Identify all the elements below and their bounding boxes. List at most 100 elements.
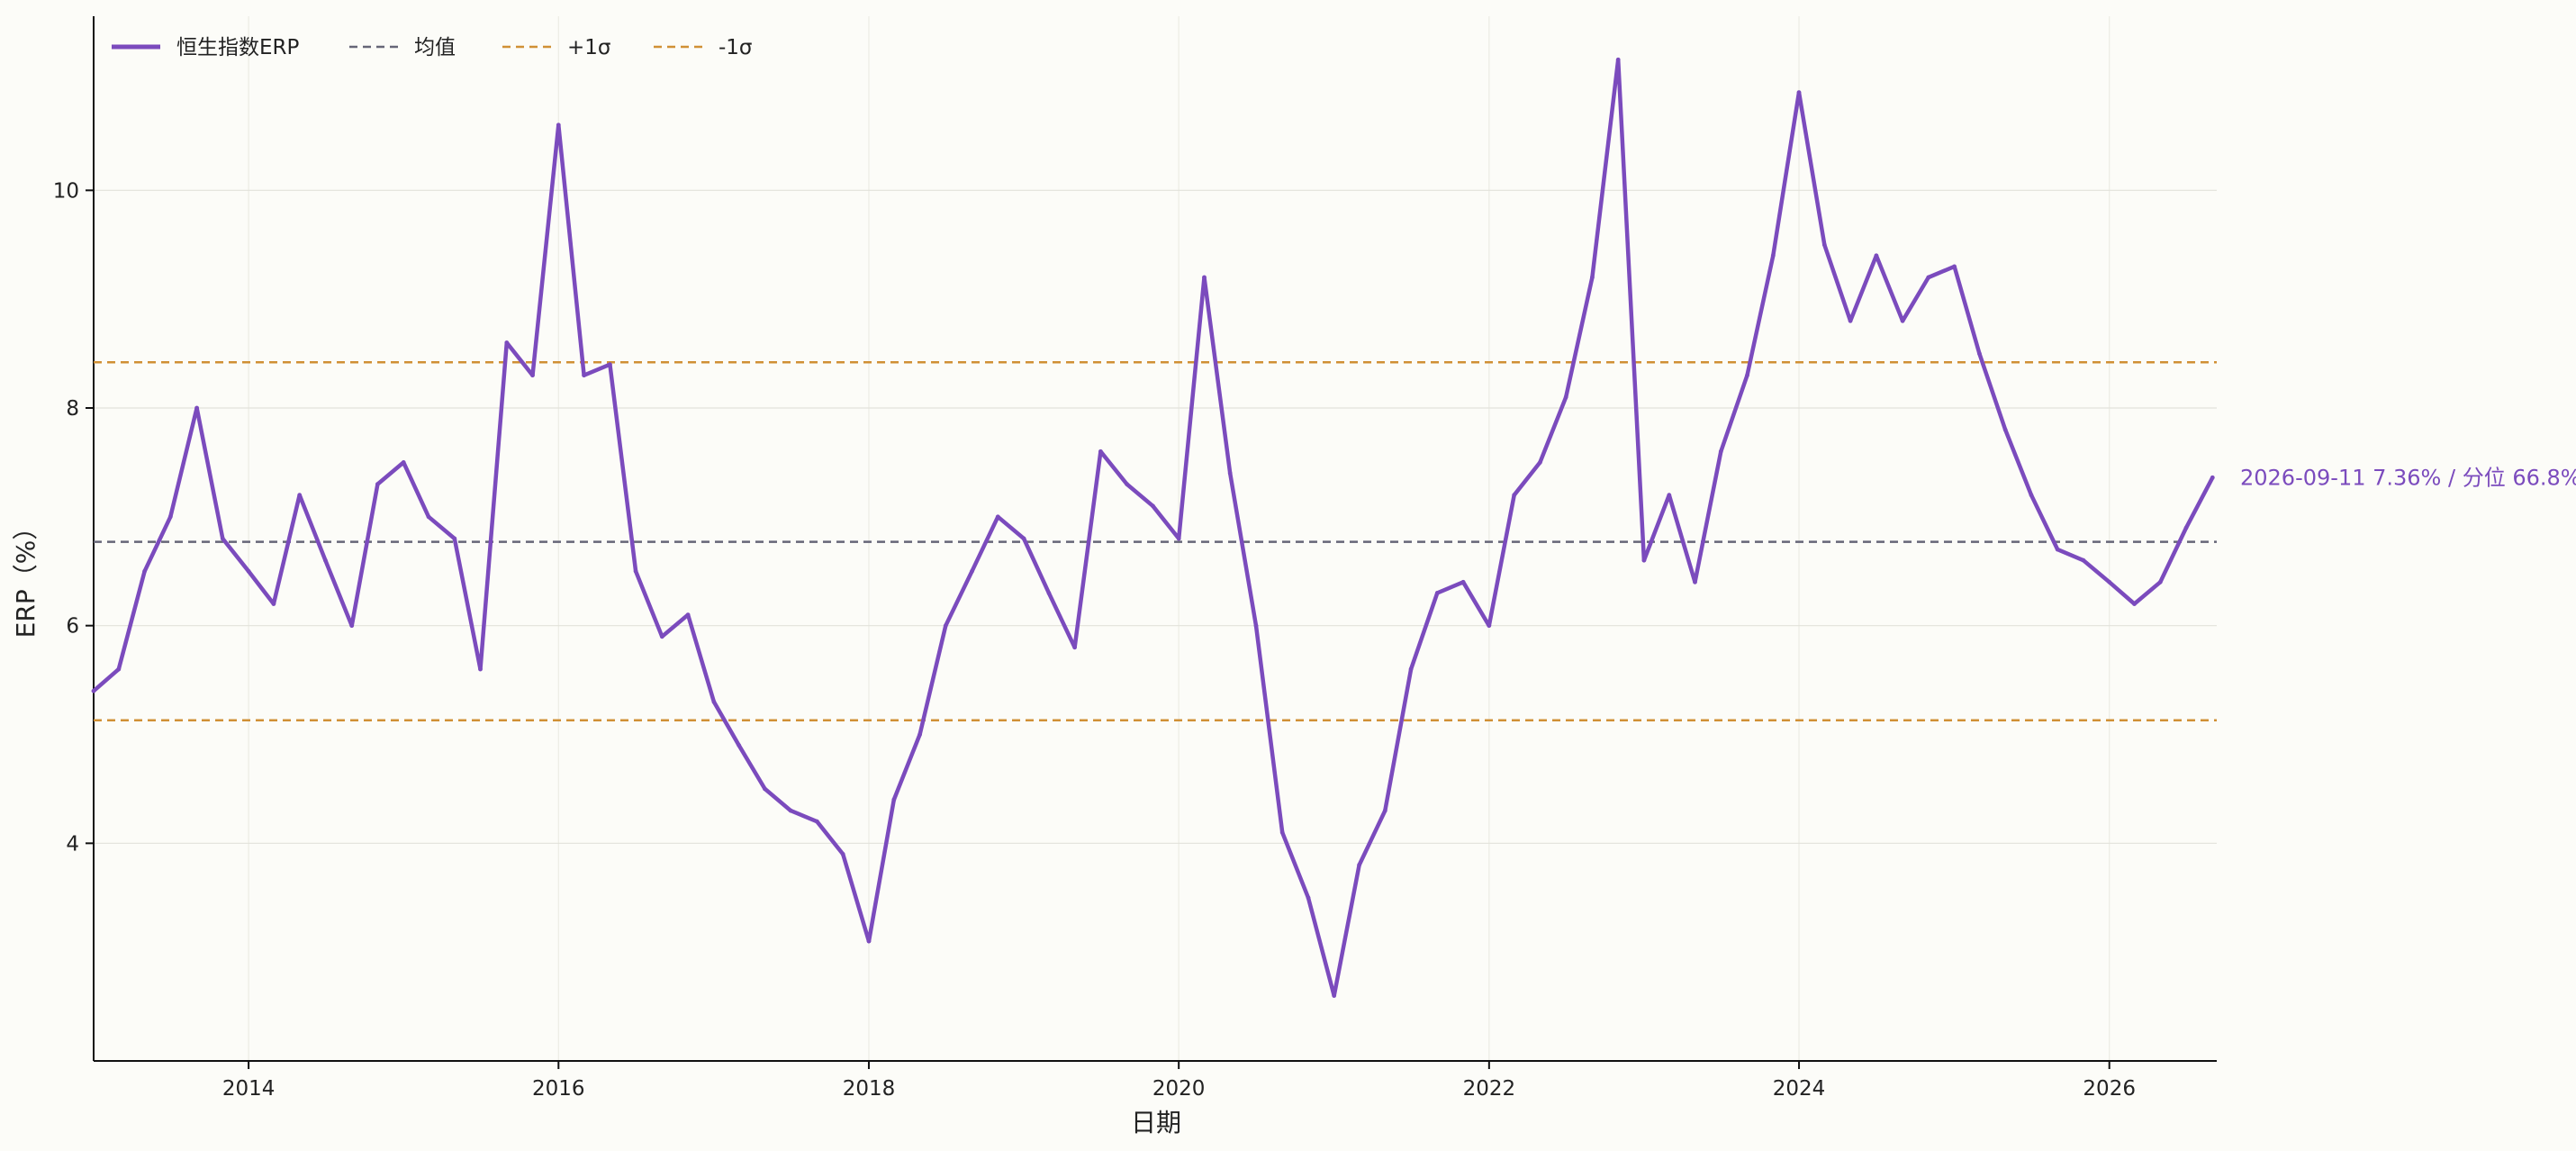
legend-label-minus-sigma: -1σ	[719, 36, 753, 59]
x-tick-label-2022: 2022	[1463, 1077, 1516, 1101]
series-group	[91, 57, 2215, 998]
data-point	[1926, 275, 1931, 280]
data-point	[246, 568, 251, 574]
data-point	[478, 666, 483, 672]
data-point	[349, 623, 355, 629]
data-point	[375, 482, 380, 486]
x-axis-title: 日期	[1131, 1108, 1181, 1137]
data-point	[1874, 253, 1879, 258]
legend-label-plus-sigma: +1σ	[567, 36, 610, 59]
data-point	[2157, 579, 2163, 585]
data-point	[1332, 993, 1337, 998]
data-point	[737, 743, 742, 748]
x-tick-label-2018: 2018	[843, 1077, 896, 1101]
data-point	[1125, 482, 1129, 486]
data-point	[917, 732, 922, 737]
data-point	[1227, 471, 1233, 476]
data-point	[1408, 666, 1414, 672]
data-point	[1512, 493, 1517, 498]
y-tick-label-10: 10	[53, 179, 79, 203]
y-tick-label-4: 4	[66, 832, 79, 856]
data-point	[1021, 536, 1026, 541]
data-point	[271, 602, 276, 606]
data-point	[2081, 557, 2086, 563]
data-point	[194, 405, 200, 411]
axes	[93, 16, 2217, 1062]
data-point	[1382, 808, 1387, 813]
data-point	[1460, 579, 1466, 585]
data-point	[2210, 475, 2215, 480]
data-point	[943, 623, 948, 629]
data-point	[1952, 264, 1957, 269]
data-point	[504, 340, 510, 345]
y-ticks: 4 6 8 10	[53, 179, 94, 856]
x-ticks: 2014 2016 2018 2020 2022 2024 2026	[222, 1061, 2136, 1101]
legend-item-plus-sigma: +1σ	[502, 36, 610, 59]
data-point	[1202, 275, 1207, 280]
data-point	[1900, 318, 1905, 323]
data-point	[995, 514, 1000, 520]
data-point	[2107, 579, 2112, 585]
data-point	[815, 819, 819, 824]
data-point	[116, 666, 122, 672]
series-line-erp	[91, 58, 2215, 998]
y-tick-label-8: 8	[66, 397, 79, 421]
data-point	[426, 514, 431, 520]
data-point	[685, 612, 691, 617]
legend-label-mean: 均值	[414, 36, 456, 59]
legend-item-mean: 均值	[349, 36, 456, 59]
data-point	[91, 688, 96, 693]
data-point	[1538, 460, 1542, 465]
data-point	[582, 373, 586, 378]
data-point	[1046, 591, 1052, 595]
data-point	[633, 568, 638, 574]
data-point	[788, 808, 793, 813]
data-point	[220, 536, 225, 541]
data-point	[2002, 427, 2008, 432]
x-tick-label-2016: 2016	[532, 1077, 585, 1101]
data-point	[1253, 623, 1259, 629]
x-tick-label-2020: 2020	[1152, 1077, 1206, 1101]
data-point	[1590, 275, 1595, 280]
data-point	[891, 797, 897, 802]
data-point	[2029, 493, 2034, 498]
data-point	[1615, 57, 1621, 62]
legend-item-erp: 恒生指数ERP	[112, 36, 300, 59]
data-point	[1487, 623, 1492, 629]
legend-label-erp: 恒生指数ERP	[176, 36, 300, 59]
data-point	[608, 362, 612, 367]
data-point	[1745, 373, 1749, 378]
data-point	[2183, 525, 2189, 530]
data-point	[142, 568, 148, 574]
data-point	[1563, 394, 1568, 400]
horizontal-gridlines	[94, 189, 2217, 844]
y-tick-label-6: 6	[66, 615, 79, 639]
data-point	[1667, 493, 1672, 498]
data-point	[297, 493, 303, 498]
x-tick-label-2024: 2024	[1773, 1077, 1826, 1101]
data-point	[1357, 863, 1361, 867]
y-axis-title: ERP（%）	[11, 515, 41, 639]
latest-value-annotation: 2026-09-11 7.36% / 分位 66.8%	[2240, 465, 2576, 490]
data-point	[1176, 536, 1181, 541]
data-point	[1434, 591, 1440, 595]
data-point	[1718, 449, 1723, 454]
data-point	[1770, 253, 1776, 258]
legend-item-minus-sigma: -1σ	[654, 36, 753, 59]
data-point	[1098, 449, 1103, 454]
data-point	[1821, 242, 1827, 248]
data-point	[1977, 351, 1982, 356]
data-point	[2132, 602, 2137, 606]
x-tick-label-2026: 2026	[2083, 1077, 2136, 1101]
data-point	[1279, 829, 1285, 835]
data-point	[1306, 895, 1311, 901]
data-point	[556, 122, 561, 128]
data-point	[840, 852, 845, 856]
data-point	[530, 373, 535, 378]
data-point	[659, 634, 664, 639]
data-point	[1641, 557, 1647, 563]
legend: 恒生指数ERP 均值 +1σ -1σ	[112, 36, 753, 59]
data-point	[866, 938, 872, 944]
data-point	[1072, 645, 1077, 650]
